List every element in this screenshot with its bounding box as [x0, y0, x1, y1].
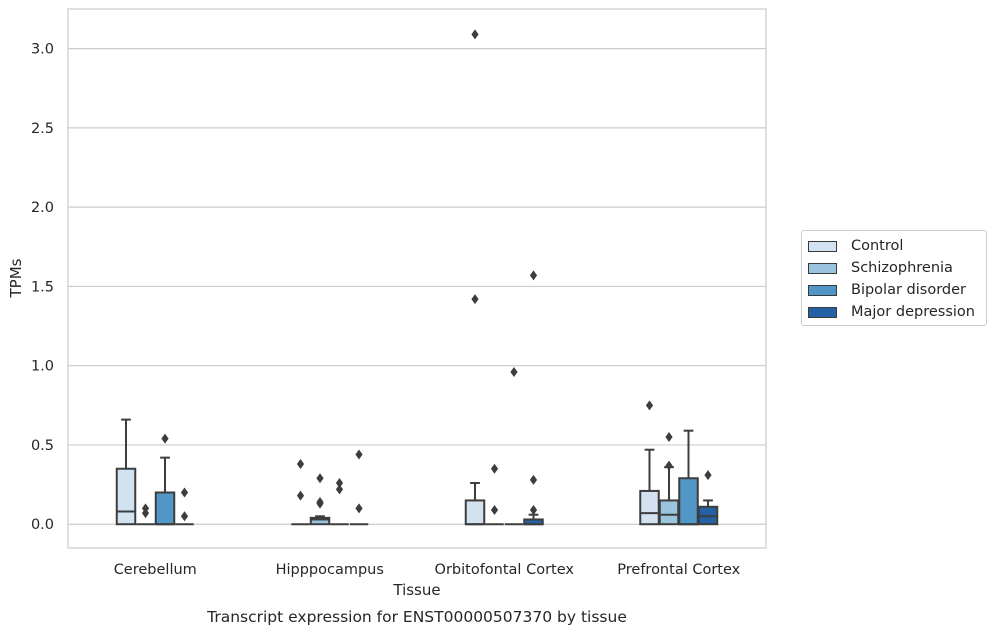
box-series	[115, 29, 719, 526]
legend-item-bipolar-disorder: Bipolar disorder	[808, 281, 966, 299]
box-control-orbitofontal-cortex	[464, 29, 486, 526]
box-body	[115, 467, 137, 526]
x-tick-labels: Cerebellum Hipppocampus Orbitofontal Corte…	[114, 562, 741, 578]
outlier-point	[141, 508, 150, 519]
box-schizophrenia-cerebellum	[136, 503, 155, 526]
outlier-point	[296, 490, 305, 501]
x-tick-label: Hipppocampus	[276, 562, 384, 578]
legend-label-schizophrenia: Schizophrenia	[851, 260, 953, 276]
legend-label-major-depression: Major depression	[851, 304, 975, 320]
box-body	[678, 477, 699, 526]
outlier-point	[335, 484, 344, 495]
outlier-point	[355, 449, 363, 460]
y-tick-label: 0.5	[31, 438, 54, 454]
grid-lines	[68, 48, 766, 525]
y-tick-labels: 0.0 0.5 1.0 1.5 2.0 2.5 3.0	[31, 42, 54, 534]
y-axis-label: TPMs	[7, 258, 25, 298]
outlier-point	[471, 29, 479, 40]
legend-swatch-control	[808, 240, 837, 252]
box-schizophrenia-orbitofontal-cortex	[485, 463, 504, 526]
x-tick-label: Orbitofontal Cortex	[435, 562, 575, 578]
box-schizophrenia-prefrontal-cortex	[658, 432, 680, 526]
outlier-point	[296, 458, 305, 469]
legend-swatch-major-depression	[808, 306, 837, 318]
y-tick-label: 1.0	[31, 359, 54, 375]
outlier-point	[490, 504, 499, 515]
outlier-point	[529, 474, 538, 485]
box-body	[639, 489, 660, 526]
box-schizophrenia-hipppocampus	[309, 473, 331, 526]
box-major-depression-orbitofontal-cortex	[523, 270, 544, 526]
x-axis-label: Tissue	[392, 581, 440, 599]
outlier-point	[665, 460, 673, 471]
y-tick-label: 2.5	[31, 121, 54, 137]
legend-swatch-bipolar-disorder	[808, 284, 837, 296]
box-bipolar-disorder-orbitofontal-cortex	[504, 367, 524, 526]
outlier-point	[335, 478, 344, 489]
legend-label-bipolar-disorder: Bipolar disorder	[851, 282, 966, 298]
plot-frame	[67, 8, 767, 549]
outlier-point	[316, 498, 324, 509]
y-tick-label: 0.0	[31, 517, 54, 533]
x-tick-label: Prefrontal Cortex	[617, 562, 740, 578]
box-major-depression-cerebellum	[175, 487, 194, 526]
outlier-point	[180, 511, 189, 522]
outlier-point	[665, 432, 673, 443]
outlier-point	[704, 470, 712, 481]
y-tick-label: 1.5	[31, 279, 54, 295]
box-body	[309, 516, 331, 526]
outlier-point	[471, 294, 479, 305]
outlier-point	[529, 504, 538, 515]
outlier-point	[161, 433, 169, 444]
outlier-point	[180, 487, 189, 498]
box-major-depression-prefrontal-cortex	[697, 470, 719, 526]
box-bipolar-disorder-cerebellum	[154, 433, 176, 526]
outlier-point	[490, 463, 499, 474]
box-body	[154, 491, 176, 526]
box-bipolar-disorder-hipppocampus	[330, 478, 349, 526]
y-tick-label: 3.0	[31, 42, 54, 58]
outlier-point	[316, 473, 324, 484]
chart-caption: Transcript expression for ENST0000050737…	[206, 608, 627, 626]
box-bipolar-disorder-prefrontal-cortex	[678, 429, 699, 526]
x-tick-label: Cerebellum	[114, 562, 197, 578]
legend-item-major-depression: Major depression	[808, 303, 975, 321]
legend-item-schizophrenia: Schizophrenia	[808, 259, 953, 277]
box-control-prefrontal-cortex	[639, 400, 660, 526]
box-body	[464, 499, 486, 526]
box-body	[658, 499, 680, 526]
outlier-point	[355, 503, 363, 514]
outlier-point	[645, 400, 654, 411]
y-tick-label: 2.0	[31, 200, 54, 216]
box-control-hipppocampus	[291, 458, 310, 526]
legend-item-control: Control	[808, 237, 903, 255]
legend: Control Schizophrenia Bipolar disorder M…	[801, 230, 987, 326]
legend-swatch-schizophrenia	[808, 262, 837, 274]
box-control-cerebellum	[115, 418, 137, 526]
box-major-depression-hipppocampus	[349, 449, 369, 526]
outlier-point	[529, 270, 538, 281]
outlier-point	[510, 367, 518, 378]
legend-label-control: Control	[851, 238, 904, 254]
